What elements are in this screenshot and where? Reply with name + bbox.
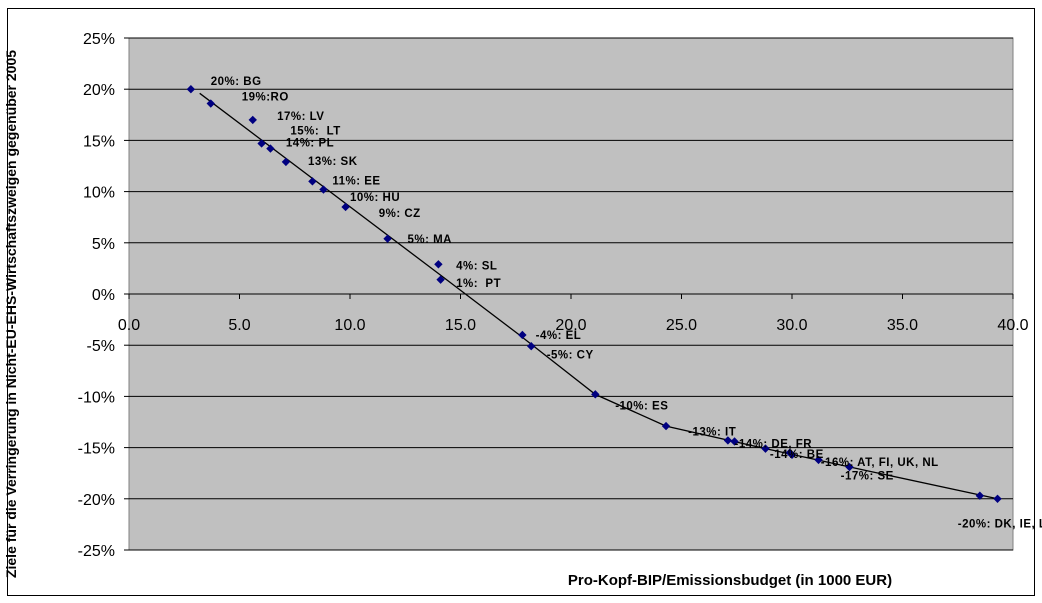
data-label: 10%: HU (350, 192, 400, 204)
data-point (761, 444, 770, 453)
data-point (281, 157, 291, 167)
x-tick-label: 15.0 (445, 317, 476, 334)
y-tick-label: 20% (83, 82, 115, 99)
data-label: -13%: IT (688, 426, 736, 438)
data-point (436, 275, 445, 284)
data-label: 13%: SK (308, 156, 358, 168)
y-tick-label: 0% (92, 287, 115, 304)
x-tick-label: 30.0 (776, 317, 807, 334)
data-label: 17%: LV (277, 111, 324, 123)
x-axis-title: Pro-Kopf-BIP/Emissionsbudget (in 1000 EU… (567, 572, 893, 589)
data-point (383, 234, 392, 243)
y-tick-label: -15% (78, 441, 115, 458)
x-tick-label: 20.0 (555, 317, 586, 334)
data-label: -5%: CY (547, 350, 594, 362)
x-axis (128, 293, 1014, 299)
data-label: 20%: BG (211, 76, 262, 88)
data-point (787, 450, 797, 459)
data-point (257, 139, 266, 148)
data-label: 19%:RO (242, 91, 289, 103)
data-point (814, 455, 823, 465)
data-label: 14%: PL (286, 138, 334, 150)
data-point (341, 202, 350, 212)
x-tick-labels: 0.0 5.0 10.0 15.0 20.0 25.0 30.0 35.0 40.0 (118, 317, 1029, 334)
data-point (591, 390, 600, 399)
data-point (730, 437, 739, 446)
data-point (527, 342, 536, 351)
data-point (186, 85, 196, 94)
y-tick-label: 10% (83, 185, 115, 202)
data-label: 9%: CZ (379, 208, 421, 220)
data-label: 4%: SL (456, 260, 497, 272)
data-label: 1%: PT (456, 278, 501, 290)
data-label: 11%: EE (332, 175, 380, 187)
data-label: -14%: DE, FR (735, 439, 813, 451)
data-label: -10%: ES (615, 401, 668, 413)
data-point (723, 436, 733, 445)
data-label: 15%: LT (290, 125, 340, 137)
chart-frame (7, 8, 1035, 596)
x-tick-label: 5.0 (228, 317, 250, 334)
y-tick-label: 25% (83, 31, 115, 48)
x-tick-label: 35.0 (887, 317, 918, 334)
x-tick-label: 10.0 (334, 317, 365, 334)
data-point (248, 115, 257, 125)
data-label: -14%: BE (770, 449, 824, 461)
data-point (518, 330, 527, 340)
y-axis-title: Ziele für die Verringerung in Nicht-EU-E… (3, 49, 19, 579)
data-label: -4%: EL (536, 330, 582, 342)
data-point (993, 494, 1002, 503)
data-point (661, 421, 671, 431)
y-tick-label: 15% (83, 133, 115, 150)
data-point (434, 260, 443, 269)
x-tick-label: 40.0 (997, 317, 1028, 334)
data-label: -20%: DK, IE, LU (958, 518, 1042, 530)
y-tick-label: 5% (92, 236, 115, 253)
data-point (266, 144, 275, 153)
y-tick-label: -20% (78, 492, 115, 509)
data-label: -16%: AT, FI, UK, NL (821, 457, 939, 469)
data-point (845, 462, 854, 472)
data-point (308, 177, 317, 186)
data-point (206, 99, 215, 108)
x-tick-label: 25.0 (666, 317, 697, 334)
data-points (186, 85, 1002, 503)
data-point (975, 491, 985, 500)
y-tick-label: -5% (87, 338, 115, 355)
data-label: 5%: MA (407, 234, 452, 246)
y-tick-labels: 25% 20% 15% 10% 5% 0% -5% -10% -15% -20% -25% (78, 31, 115, 560)
y-tick-label: -25% (78, 543, 115, 560)
x-tick-label: 0.0 (118, 317, 140, 334)
y-tick-label: -10% (78, 389, 115, 406)
data-point (785, 448, 794, 457)
data-point (319, 185, 328, 194)
data-label: -17%: SE (841, 470, 894, 482)
